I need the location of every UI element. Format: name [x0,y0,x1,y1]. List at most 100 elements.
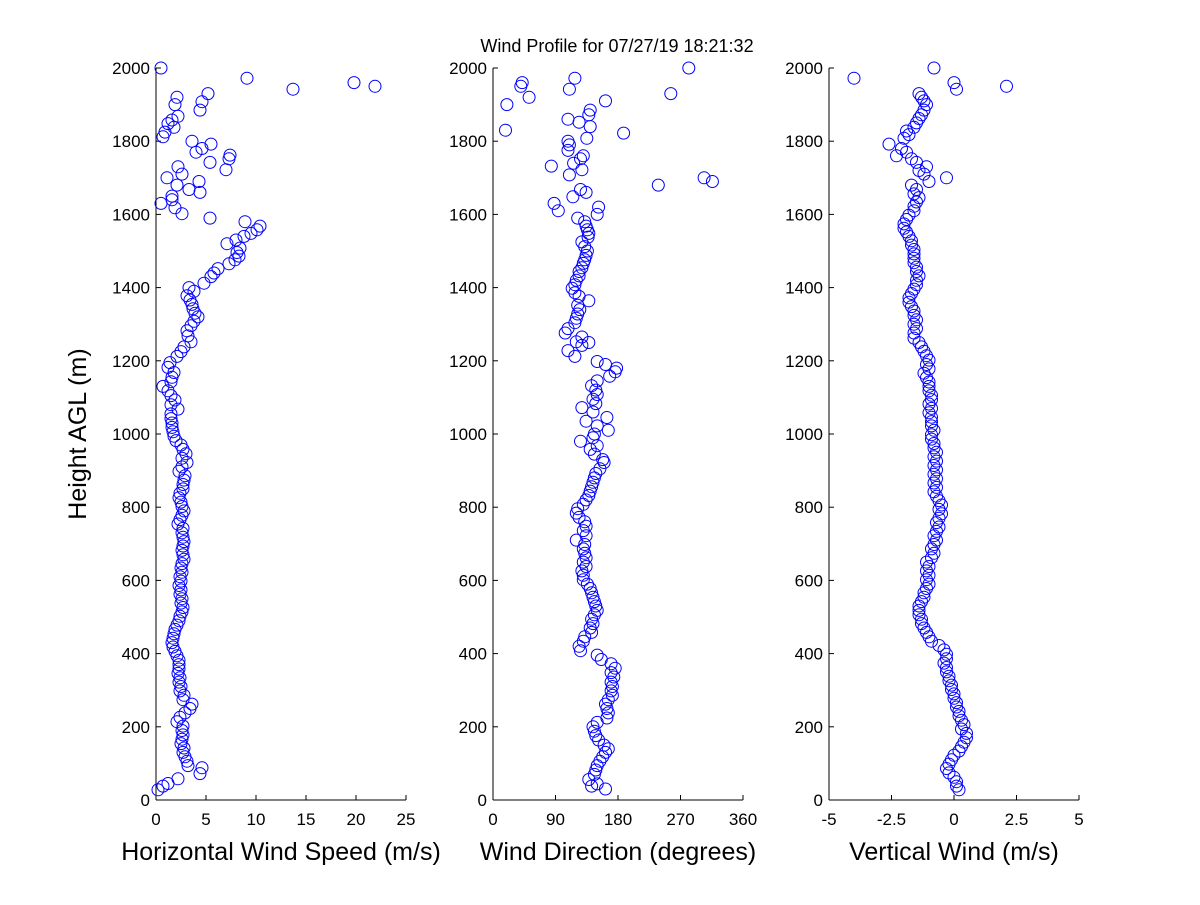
data-point-vertical [942,766,956,780]
data-point-direction [596,453,610,467]
data-point-direction [585,625,599,639]
data-point-speed [176,482,190,496]
data-point-direction [562,138,576,152]
y-tick-label-speed: 400 [122,645,150,664]
data-point-vertical [922,379,936,393]
data-point-speed [176,719,190,733]
data-point-speed [168,622,182,636]
y-tick-label-vertical: 600 [795,571,823,590]
data-point-direction [697,171,711,185]
y-tick-label-vertical: 1200 [785,352,823,371]
data-point-vertical [910,273,923,287]
data-point-speed [179,447,193,461]
data-point-speed [172,662,186,676]
data-point-speed [173,570,187,584]
data-point-speed [191,310,205,324]
data-point-speed [175,557,189,571]
data-point-speed [188,306,202,320]
data-point-speed [238,215,252,229]
data-point-direction [574,434,587,448]
data-point-direction [561,322,575,336]
data-point-speed [165,370,179,384]
points-speed [151,61,382,797]
data-point-vertical [950,696,963,710]
data-point-speed [173,609,187,623]
data-point-direction [580,131,594,145]
data-point-speed [230,246,244,259]
data-point-vertical [952,704,966,718]
data-point-vertical [912,87,926,101]
data-point-speed [173,710,187,724]
y-tick-label-vertical: 1400 [785,279,823,298]
data-point-vertical [932,639,946,652]
data-point-vertical [905,178,918,192]
data-point-speed [174,737,188,751]
data-point-vertical [907,251,921,265]
data-point-speed [170,90,184,104]
y-tick-label-vertical: 0 [814,791,823,810]
data-point-direction [562,168,576,182]
data-point-speed [175,732,189,746]
x-tick-label-direction: 0 [488,810,497,829]
x-tick-label-speed: 5 [201,810,210,829]
data-point-direction [579,519,593,533]
data-point-direction [608,661,622,675]
x-tick-label-direction: 180 [604,810,632,829]
data-point-speed [193,103,207,117]
data-point-direction [579,414,593,428]
data-point-speed [164,412,178,426]
data-point-speed [164,407,178,421]
y-tick-label-direction: 600 [459,571,487,590]
y-tick-label-speed: 1400 [112,279,150,298]
y-tick-label-speed: 2000 [112,59,150,78]
data-point-direction [603,369,617,383]
y-tick-label-speed: 800 [122,498,150,517]
data-point-vertical [925,551,938,565]
data-point-direction [579,185,593,199]
data-point-vertical [927,437,941,450]
data-point-direction [589,729,603,743]
data-point-direction [572,115,586,129]
data-point-vertical [897,221,911,235]
data-point-direction [558,326,572,340]
data-point-speed [187,284,201,298]
data-point-speed [164,389,178,403]
x-tick-label-speed: 20 [347,810,366,829]
data-point-speed [183,702,197,715]
data-point-speed [160,171,174,185]
data-point-direction [547,196,561,210]
data-point-direction [522,90,536,104]
y-tick-label-speed: 0 [141,791,150,810]
data-point-speed [211,262,225,276]
y-tick-label-vertical: 2000 [785,59,823,78]
data-point-speed [232,249,246,263]
data-point-vertical [917,167,931,181]
data-point-speed [165,113,179,127]
data-point-direction [604,666,618,680]
data-point-speed [164,375,178,389]
data-point-speed [156,779,170,793]
data-point-direction [593,754,607,768]
data-point-vertical [907,120,921,134]
data-point-vertical [950,82,963,96]
data-point-speed [177,535,191,549]
y-tick-label-speed: 1600 [112,205,150,224]
data-point-direction [568,349,582,363]
x-tick-label-speed: 0 [151,810,160,829]
data-point-speed [175,526,189,540]
y-tick-label-speed: 1200 [112,352,150,371]
data-point-speed [171,517,185,531]
data-point-speed [193,185,207,199]
y-tick-label-vertical: 200 [795,718,823,737]
data-point-vertical [900,145,913,159]
data-point-speed [184,319,198,333]
data-point-vertical [907,331,921,345]
data-point-speed [222,257,236,271]
data-point-direction [651,178,665,192]
data-point-speed [192,175,206,188]
data-point-speed [177,741,191,755]
panel-direction: 0 200 400 600 800 1000 1200 1400 1600 1800 2000 0 90… [449,59,757,866]
data-point-direction [617,126,631,140]
data-point-vertical [922,362,936,376]
data-point-direction [599,782,612,796]
